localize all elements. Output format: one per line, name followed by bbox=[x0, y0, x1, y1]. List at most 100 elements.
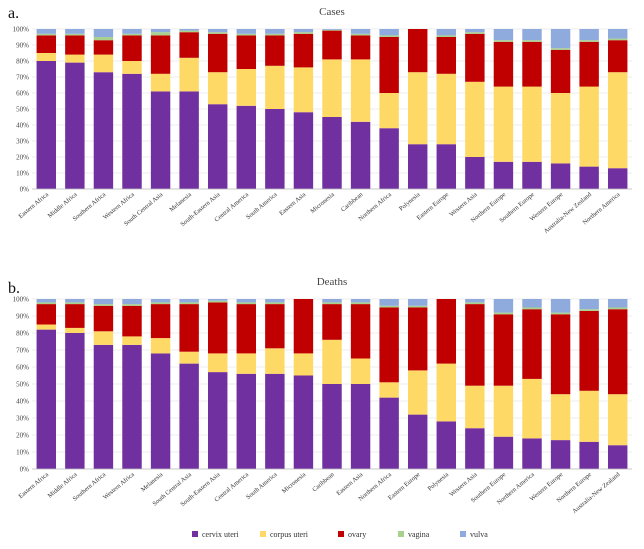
bar-segment-cervix-uteri-western-africa bbox=[122, 344, 142, 469]
bar-segment-vulva-eastern-asia bbox=[293, 29, 314, 33]
bar-segment-vagina-southern-europe bbox=[493, 312, 514, 315]
legend-label-corpus-uteri: corpus uteri bbox=[270, 530, 309, 539]
x-tick-label: Caribbean bbox=[311, 471, 336, 494]
bar-segment-cervix-uteri-central-america bbox=[236, 373, 256, 469]
bar-segment-corpus-uteri-polynesia bbox=[436, 363, 456, 422]
bar-segment-ovary-melanesia bbox=[150, 304, 171, 339]
bar-segment-ovary-middle-africa bbox=[65, 35, 85, 55]
bar-segment-ovary-northern-europe bbox=[579, 310, 599, 391]
bar-segment-vagina-eastern-africa bbox=[36, 33, 56, 36]
bar-segment-ovary-southern-africa bbox=[93, 40, 114, 55]
bar-segment-ovary-eastern-europe bbox=[408, 307, 428, 371]
bar-segment-corpus-uteri-southern-europe bbox=[522, 86, 542, 162]
bar-segment-vulva-south-central-asia bbox=[150, 29, 171, 33]
bar-segment-cervix-uteri-eastern-europe bbox=[408, 414, 428, 469]
x-tick-label: Micronesia bbox=[281, 471, 308, 495]
bar-segment-vagina-western-africa bbox=[122, 304, 142, 306]
bar-segment-ovary-southern-africa bbox=[93, 305, 114, 332]
bar-segment-vagina-caribbean bbox=[322, 302, 342, 305]
bar-segment-corpus-uteri-south-eastern-asia bbox=[208, 72, 228, 105]
bar-segment-cervix-uteri-western-africa bbox=[122, 73, 142, 189]
panel-deaths: b. Deaths 0% 10% 20% 30% 40% 50% 60% 70% 80% 90% 100… bbox=[8, 276, 632, 515]
bar-segment-vulva-south-central-asia bbox=[179, 299, 199, 303]
chart-title: Cases bbox=[319, 6, 345, 18]
bar-segment-vulva-eastern-asia bbox=[350, 299, 371, 303]
bar-segment-vulva-western-europe bbox=[550, 29, 571, 49]
bar-segment-vulva-central-america bbox=[236, 299, 256, 303]
bar-segment-vulva-central-america bbox=[236, 29, 256, 34]
bar-segment-corpus-uteri-australia-new-zealand bbox=[579, 86, 599, 167]
bar-segment-ovary-melanesia bbox=[179, 32, 199, 58]
bar-segment-ovary-polynesia bbox=[408, 29, 428, 73]
bar-segment-vulva-northern-africa bbox=[379, 29, 399, 36]
bar-segment-vagina-australia-new-zealand bbox=[608, 307, 628, 310]
bar-segment-corpus-uteri-eastern-africa bbox=[36, 53, 56, 61]
bar-segment-corpus-uteri-western-asia bbox=[465, 81, 485, 157]
y-tick-label: 100% bbox=[13, 25, 30, 33]
bar-segment-cervix-uteri-eastern-asia bbox=[350, 384, 371, 469]
bar-segment-corpus-uteri-southern-africa bbox=[93, 54, 114, 73]
bar-segment-vagina-central-america bbox=[236, 302, 256, 305]
bar-segment-vulva-eastern-europe bbox=[436, 29, 456, 36]
bar-segment-corpus-uteri-western-africa bbox=[122, 336, 142, 345]
bar-segment-ovary-northern-america bbox=[608, 40, 628, 73]
bar-segment-corpus-uteri-melanesia bbox=[179, 57, 199, 92]
x-tick-label: Melanesia bbox=[140, 471, 165, 493]
bar-segment-vagina-western-europe bbox=[550, 48, 571, 50]
x-tick-label: Western Africa bbox=[102, 471, 136, 501]
bar-segment-vulva-northern-europe bbox=[493, 29, 514, 41]
bar-segment-corpus-uteri-south-central-asia bbox=[179, 351, 199, 364]
y-tick-label: 0% bbox=[20, 185, 30, 193]
bar-segment-vulva-south-eastern-asia bbox=[208, 299, 228, 301]
bar-segment-ovary-eastern-asia bbox=[293, 33, 314, 68]
bar-segment-corpus-uteri-eastern-asia bbox=[293, 67, 314, 113]
bar-segment-cervix-uteri-middle-africa bbox=[65, 333, 85, 469]
bar-segment-cervix-uteri-northern-europe bbox=[579, 441, 599, 469]
bar-segment-corpus-uteri-south-eastern-asia bbox=[208, 353, 228, 373]
bar-segment-vagina-micronesia bbox=[322, 29, 342, 31]
bar-segment-corpus-uteri-eastern-europe bbox=[408, 370, 428, 415]
bar-segment-corpus-uteri-southern-europe bbox=[493, 385, 514, 437]
bar-segment-corpus-uteri-northern-europe bbox=[579, 390, 599, 442]
bar-segment-cervix-uteri-melanesia bbox=[179, 91, 199, 189]
bar-segment-vulva-micronesia bbox=[322, 29, 342, 30]
bar-segment-ovary-south-america bbox=[265, 35, 285, 66]
bar-segment-cervix-uteri-middle-africa bbox=[65, 62, 85, 189]
chart-title: Deaths bbox=[317, 276, 348, 288]
y-tick-label: 40% bbox=[16, 397, 29, 405]
y-tick-label: 80% bbox=[16, 329, 29, 337]
bar-segment-cervix-uteri-western-asia bbox=[465, 157, 485, 189]
bar-segment-cervix-uteri-south-america bbox=[265, 373, 285, 469]
y-tick-label: 10% bbox=[16, 448, 29, 456]
bar-segment-vagina-eastern-europe bbox=[436, 35, 456, 37]
bar-segment-ovary-northern-europe bbox=[493, 41, 514, 87]
bar-segment-vagina-melanesia bbox=[179, 30, 199, 33]
bar-segment-corpus-uteri-central-america bbox=[236, 69, 256, 106]
bar-segment-ovary-central-america bbox=[236, 35, 256, 69]
bar-segment-vagina-melanesia bbox=[150, 302, 171, 305]
bar-segment-vulva-caribbean bbox=[322, 299, 342, 303]
bar-segment-vagina-western-asia bbox=[465, 32, 485, 34]
y-tick-label: 90% bbox=[16, 312, 29, 320]
bar-segment-ovary-caribbean bbox=[322, 304, 342, 340]
bar-segment-ovary-south-eastern-asia bbox=[208, 33, 228, 73]
bar-segment-vulva-southern-africa bbox=[93, 29, 114, 37]
bar-segment-ovary-eastern-asia bbox=[350, 304, 371, 359]
bar-segment-ovary-northern-america bbox=[522, 309, 542, 379]
legend-swatch-corpus-uteri bbox=[260, 531, 266, 537]
bar-segment-vagina-south-eastern-asia bbox=[208, 32, 228, 34]
bar-segment-corpus-uteri-south-america bbox=[265, 348, 285, 374]
bar-segment-cervix-uteri-australia-new-zealand bbox=[579, 166, 599, 189]
bar-segment-vulva-northern-africa bbox=[379, 299, 399, 306]
bar-segment-vagina-northern-europe bbox=[579, 309, 599, 311]
y-tick-label: 30% bbox=[16, 137, 29, 145]
bar-segment-vagina-middle-africa bbox=[65, 33, 85, 36]
bar-segment-vulva-south-america bbox=[265, 29, 285, 34]
y-tick-label: 20% bbox=[16, 431, 29, 439]
y-tick-label: 50% bbox=[16, 105, 29, 113]
bar-segment-ovary-northern-africa bbox=[379, 307, 399, 383]
bar-segment-corpus-uteri-western-europe bbox=[550, 93, 571, 164]
bar-segment-cervix-uteri-western-asia bbox=[465, 428, 485, 469]
bar-segment-vulva-western-europe bbox=[550, 299, 571, 313]
